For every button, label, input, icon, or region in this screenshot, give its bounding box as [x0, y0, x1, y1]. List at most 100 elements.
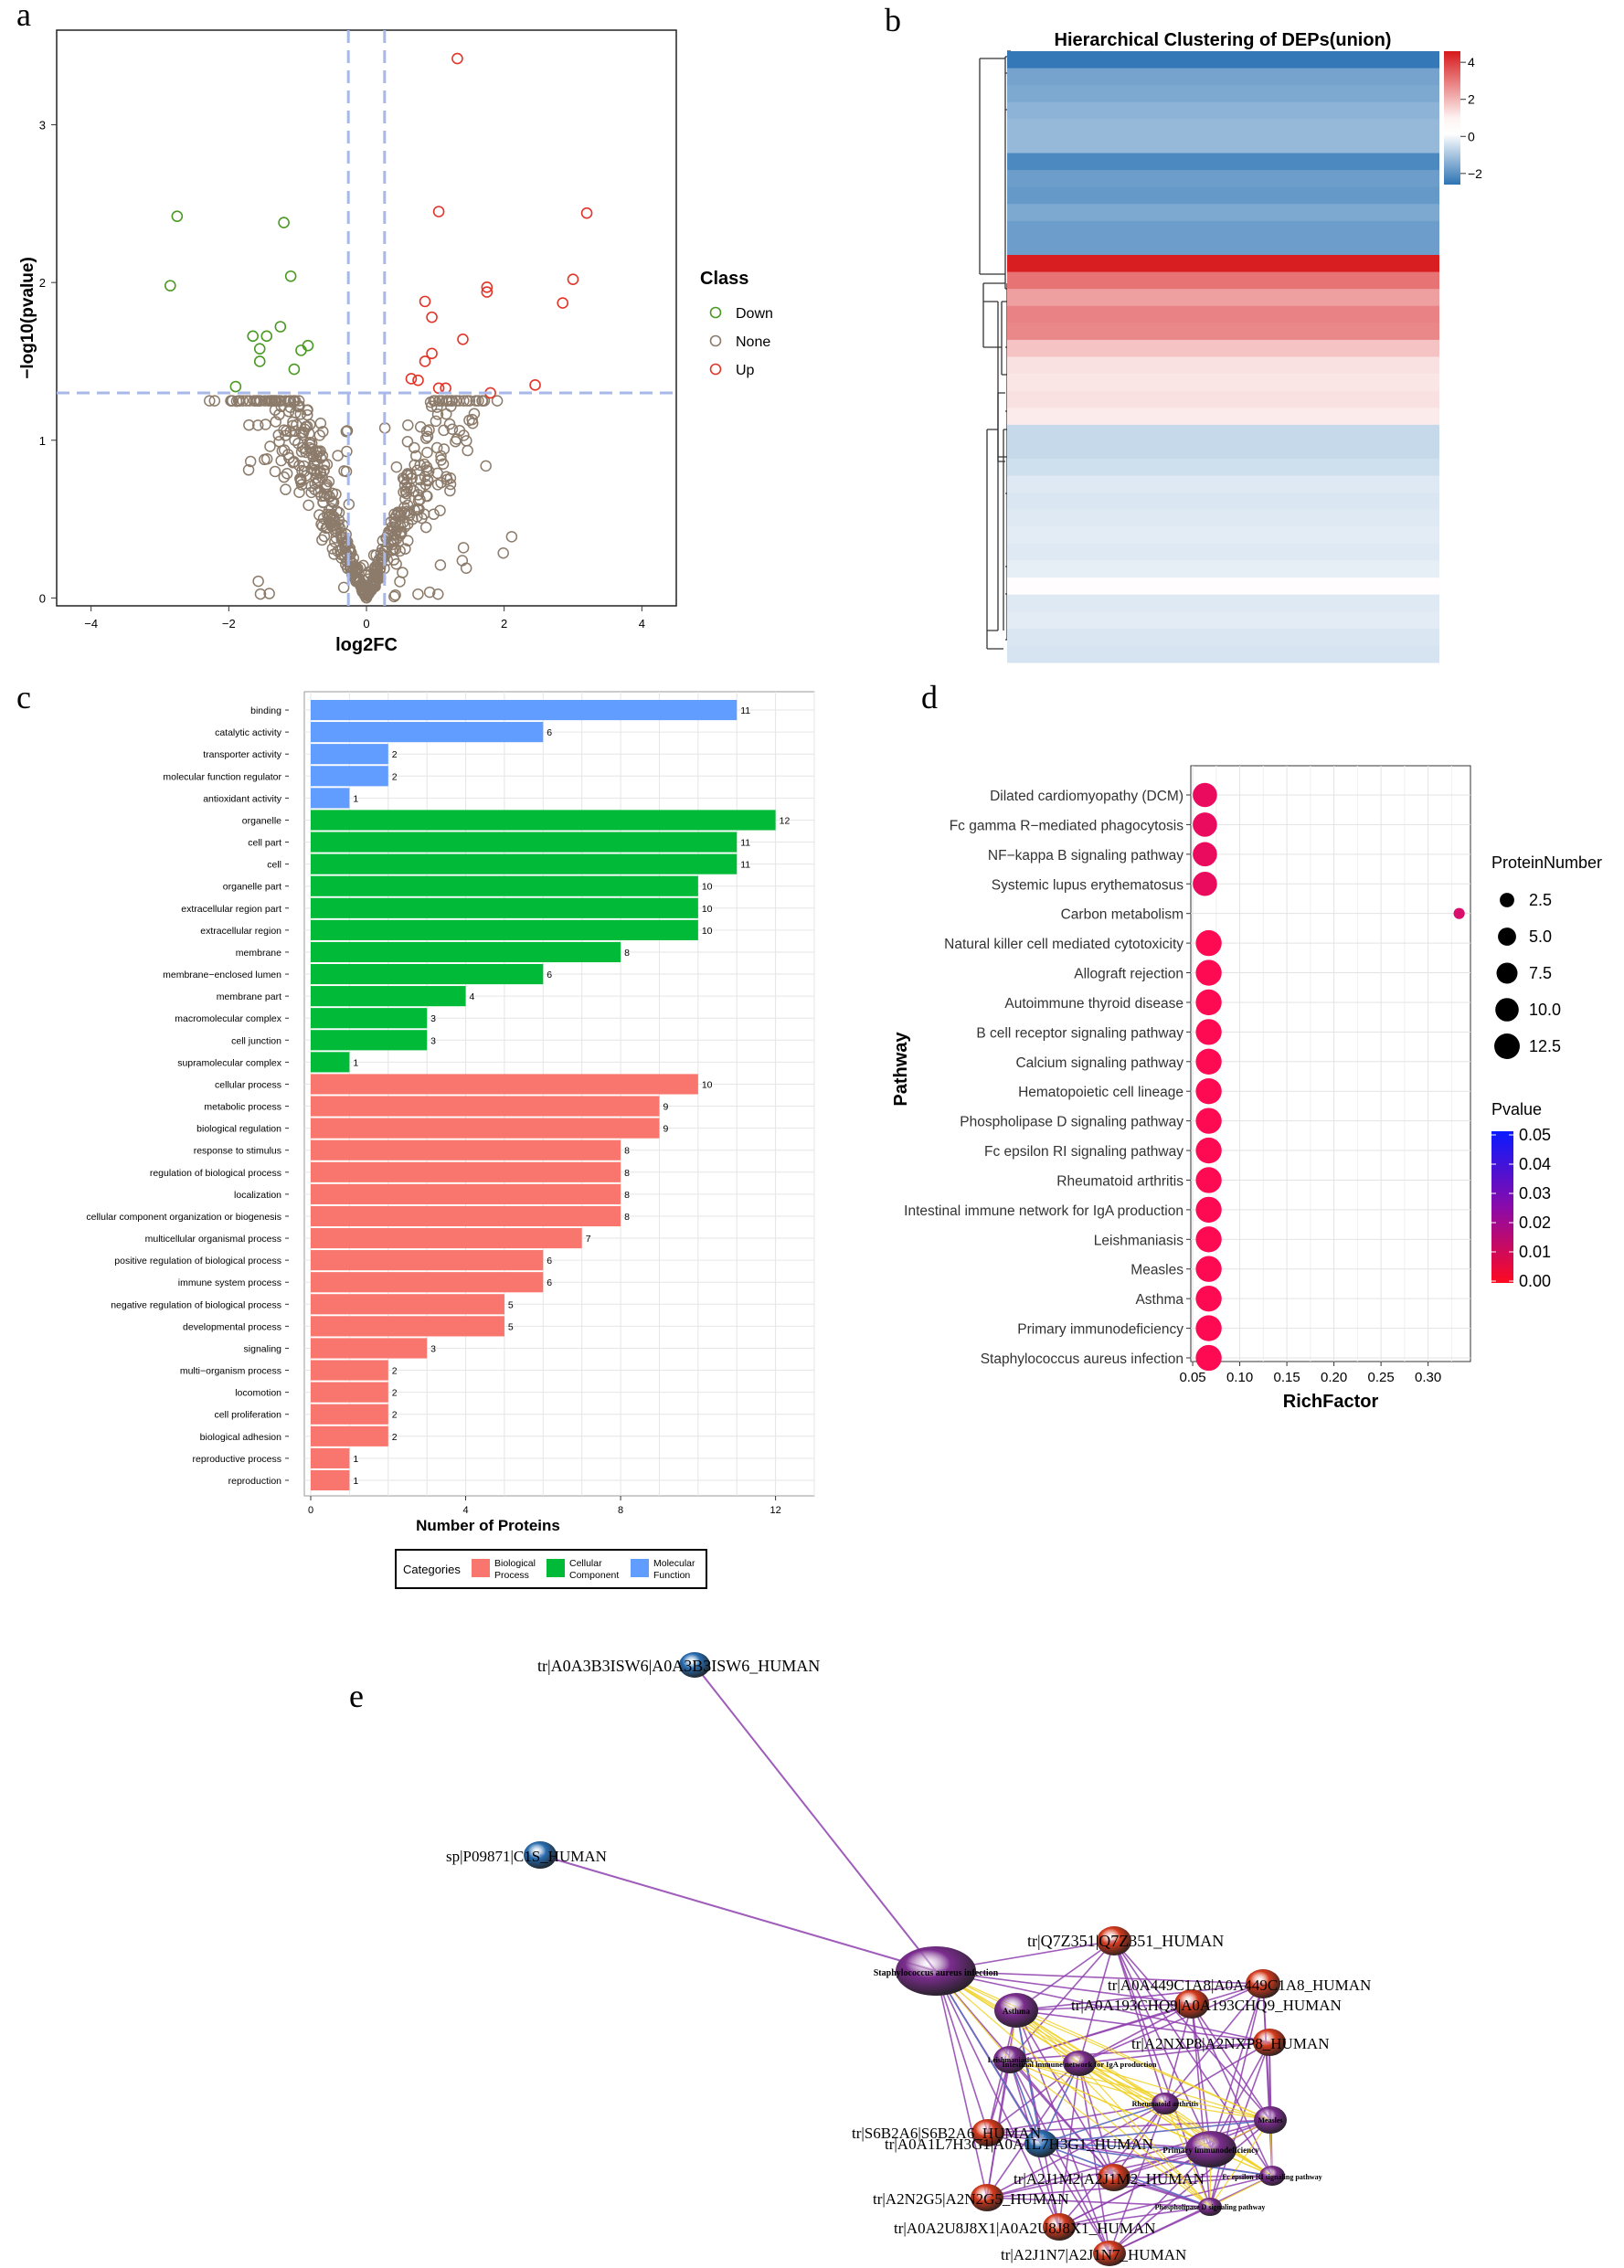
volcano-point-none: [456, 555, 469, 567]
network-node-label: tr|A0A449C1A8|A0A449C1A8_HUMAN: [1108, 1977, 1371, 1994]
size-legend-dot: [1498, 927, 1516, 946]
volcano-point-none: [389, 543, 402, 556]
volcano-point-none: [341, 445, 353, 458]
kegg-pathway-label: NF−kappa B signaling pathway: [988, 848, 1184, 864]
volcano-point-none: [423, 424, 435, 436]
network-node-label: tr|Q7Z351|Q7Z351_HUMAN: [1027, 1932, 1224, 1950]
volcano-point-none: [269, 465, 281, 478]
volcano-point-none: [288, 396, 301, 408]
heatmap-cell: [1007, 204, 1439, 222]
network-edge: [1078, 2062, 1166, 2104]
volcano-xtick-label: 2: [501, 617, 507, 631]
volcano-point-none: [458, 395, 470, 407]
go-bar: [311, 1382, 388, 1403]
volcano-point-none: [466, 413, 478, 426]
volcano-point-down: [274, 321, 287, 333]
volcano-point-none: [425, 400, 438, 412]
legend-mf-swatch: [631, 1559, 649, 1577]
network-node-protein: [1024, 2130, 1057, 2157]
go-category-label: signaling: [244, 1343, 282, 1354]
network-edge: [1040, 2062, 1080, 2145]
network-edge: [1009, 1940, 1115, 2061]
volcano-point-up: [451, 52, 463, 65]
volcano-point-none: [313, 429, 326, 441]
volcano-point-none: [419, 478, 432, 491]
network-node-label: Intestinal immune network for IgA produc…: [1003, 2060, 1157, 2069]
heatmap-cell: [1007, 578, 1439, 596]
heatmap-cell: [1007, 509, 1439, 527]
volcano-point-none: [324, 508, 336, 521]
heatmap-cell: [1007, 135, 1439, 154]
volcano-xtick-label: 0: [363, 617, 369, 631]
go-bar-value: 3: [430, 1013, 436, 1024]
go-bar-value: 11: [740, 838, 750, 849]
network-node-label: tr|A0A3B3ISW6|A0A3B3ISW6_HUMAN: [537, 1657, 820, 1675]
heatmap-cell: [1007, 51, 1439, 69]
colorbar-tick-label: 2: [1468, 92, 1475, 107]
go-bar: [311, 1052, 350, 1073]
go-category-label: extracellular region: [200, 926, 281, 937]
volcano-point-none: [317, 426, 329, 438]
heatmap-cell: [1007, 645, 1439, 663]
kegg-bubble: [1193, 842, 1217, 867]
volcano-point-none: [242, 464, 255, 476]
network-edge: [1015, 2009, 1042, 2145]
kegg-xtick-label: 0.15: [1273, 1370, 1300, 1385]
volcano-point-none: [208, 395, 221, 407]
go-bar-value: 9: [663, 1102, 668, 1113]
network-edge: [1078, 2062, 1115, 2178]
go-category-label: transporter activity: [203, 749, 282, 760]
heatmap-cell: [1007, 441, 1439, 460]
volcano-point-none: [390, 461, 403, 473]
heatmap-cell: [1007, 475, 1439, 493]
go-category-label: membrane: [236, 948, 281, 959]
network-edge: [1078, 2062, 1212, 2150]
kegg-bubble: [1193, 812, 1217, 837]
go-category-label: molecular function regulator: [163, 771, 281, 782]
heatmap-cell: [1007, 594, 1439, 612]
network-node-label: tr|A2N2G5|A2N2G5_HUMAN: [873, 2190, 1069, 2208]
go-bar-value: 10: [702, 904, 713, 915]
pvalue-tick-label: 0.02: [1519, 1213, 1551, 1232]
network-node-pathway: [1063, 2051, 1096, 2076]
kegg-xtick-label: 0.05: [1179, 1370, 1205, 1385]
volcano-point-up: [412, 374, 424, 387]
volcano-point-none: [326, 543, 339, 555]
kegg-pathway-label: Leishmaniasis: [1094, 1233, 1184, 1248]
legend-bp-line1: Biological: [494, 1558, 536, 1569]
go-bar-value: 1: [353, 1476, 358, 1487]
size-legend-label: 2.5: [1529, 891, 1552, 909]
kegg-pathway-label: Dilated cardiomyopathy (DCM): [990, 789, 1184, 804]
network-node-pathway: [896, 1946, 976, 1996]
legend-none-marker: [709, 334, 722, 347]
volcano-point-none: [244, 455, 257, 468]
network-node-pathway: [1152, 2093, 1179, 2114]
go-xlabel: Number of Proteins: [416, 1517, 560, 1534]
volcano-xtick-label: 4: [639, 617, 645, 631]
volcano-point-none: [410, 450, 422, 462]
volcano-point-none: [420, 461, 433, 473]
volcano-point-none: [308, 460, 321, 472]
volcano-point-none: [409, 441, 420, 454]
volcano-point-down: [295, 344, 307, 356]
go-bar-value: 11: [740, 860, 750, 871]
volcano-point-none: [338, 465, 350, 477]
go-bar: [311, 1096, 660, 1117]
network-edge: [1015, 2009, 1110, 2254]
network-edge: [1078, 2062, 1211, 2208]
size-legend-label: 10.0: [1529, 1001, 1561, 1019]
go-bar: [311, 875, 698, 896]
kegg-xlabel: RichFactor: [1283, 1392, 1379, 1412]
volcano-point-none: [273, 436, 285, 448]
go-category-label: biological regulation: [196, 1124, 281, 1135]
volcano-point-up: [432, 206, 445, 217]
volcano-point-none: [398, 479, 411, 492]
volcano-ylabel: −log10(pvalue): [18, 257, 37, 379]
go-bar: [311, 1118, 660, 1139]
go-bar: [311, 766, 388, 787]
volcano-point-none: [368, 575, 381, 587]
network-node-protein: [1093, 2241, 1126, 2266]
volcano-point-none: [311, 446, 324, 459]
go-bar: [311, 1469, 350, 1491]
volcano-point-none: [280, 483, 292, 495]
